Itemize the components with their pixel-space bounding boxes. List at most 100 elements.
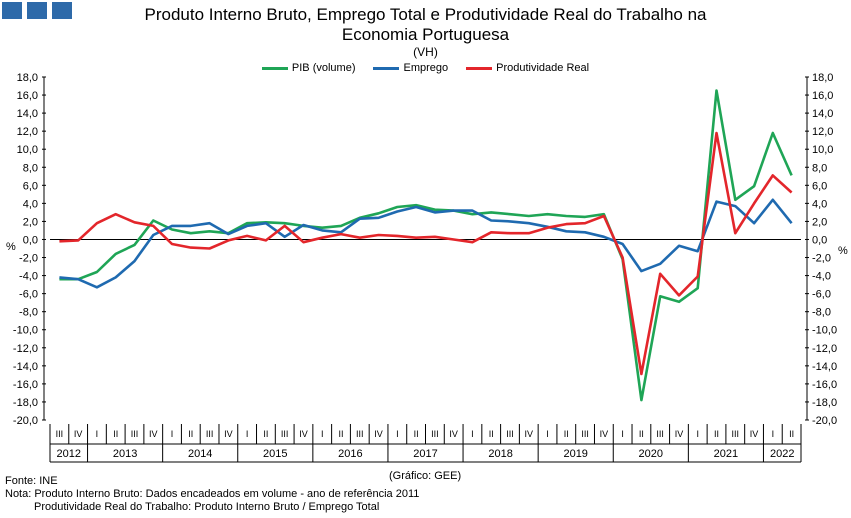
x-tick-label-quarter: I (396, 429, 399, 439)
x-tick-label-quarter: I (321, 429, 324, 439)
y-tick-label-right: -20,0 (812, 415, 837, 427)
x-tick-label-quarter: I (546, 429, 549, 439)
x-tick-label-quarter: IV (74, 429, 83, 439)
y-tick-label-left: -4,0 (19, 271, 38, 283)
y-tick-label-left: -14,0 (13, 361, 38, 373)
x-tick-label-year: 2014 (188, 448, 212, 460)
series-line-pib (59, 89, 793, 402)
x-tick-label-quarter: I (696, 429, 699, 439)
y-tick-label-left: -18,0 (13, 397, 38, 409)
y-tick-label-right: -18,0 (812, 397, 837, 409)
logo-block-1 (2, 2, 22, 19)
x-tick-label-quarter: I (772, 429, 775, 439)
y-tick-label-left: 16,0 (17, 90, 38, 102)
x-tick-label-quarter: II (339, 429, 344, 439)
y-tick-label-left: -10,0 (13, 325, 38, 337)
series-line-produtividade (59, 131, 793, 376)
x-tick-label-quarter: III (56, 429, 64, 439)
y-tick-label-right: 18,0 (812, 72, 833, 84)
y-tick-label-right: 12,0 (812, 126, 833, 138)
x-tick-label-year: 2020 (639, 448, 663, 460)
y-tick-label-right: -14,0 (812, 361, 837, 373)
x-tick-label-quarter: III (206, 429, 214, 439)
y-tick-label-right: 16,0 (812, 90, 833, 102)
y-tick-label-right: -2,0 (812, 253, 831, 265)
legend-label-produtividade: Produtividade Real (496, 62, 590, 74)
chart-subtitle: (VH) (413, 45, 438, 59)
y-tick-label-right: 0,0 (812, 234, 827, 246)
x-tick-label-quarter: II (564, 429, 569, 439)
note-line-2: Produtividade Real do Trabalho: Produto … (34, 501, 380, 513)
legend-swatch-emprego (373, 66, 400, 70)
y-tick-label-left: 18,0 (17, 72, 38, 84)
y-tick-label-right: -8,0 (812, 307, 831, 319)
x-tick-label-quarter: II (263, 429, 268, 439)
y-tick-label-left: 10,0 (17, 144, 38, 156)
y-tick-label-left: 4,0 (23, 198, 38, 210)
x-tick-label-quarter: I (246, 429, 249, 439)
logo-block-3 (52, 2, 72, 19)
y-tick-label-right: -10,0 (812, 325, 837, 337)
legend-label-pib: PIB (volume) (291, 62, 356, 74)
x-tick-label-quarter: IV (299, 429, 308, 439)
y-tick-label-right: -12,0 (812, 343, 837, 355)
x-tick-label-quarter: III (431, 429, 439, 439)
x-tick-label-quarter: II (414, 429, 419, 439)
y-axis-label-left: % (6, 241, 16, 253)
x-tick-label-quarter: IV (675, 429, 684, 439)
chart-legend: PIB (volume) Emprego Produtividade Real (0, 62, 851, 74)
x-tick-label-quarter: II (714, 429, 719, 439)
logo-block-2 (27, 2, 47, 19)
y-tick-label-right: 14,0 (812, 108, 833, 120)
y-tick-label-right: 10,0 (812, 144, 833, 156)
y-tick-label-right: -4,0 (812, 271, 831, 283)
y-tick-label-left: -2,0 (19, 253, 38, 265)
y-tick-label-right: 4,0 (812, 198, 827, 210)
x-tick-label-quarter: II (789, 429, 794, 439)
y-tick-label-left: 0,0 (23, 234, 38, 246)
x-tick-label-quarter: II (188, 429, 193, 439)
x-tick-label-quarter: IV (600, 429, 609, 439)
x-tick-label-quarter: IV (525, 429, 534, 439)
x-tick-label-year: 2019 (563, 448, 587, 460)
x-tick-label-year: 2018 (488, 448, 512, 460)
y-tick-label-left: 6,0 (23, 180, 38, 192)
x-tick-label-quarter: I (471, 429, 474, 439)
x-tick-label-quarter: III (732, 429, 740, 439)
y-tick-label-right: 8,0 (812, 162, 827, 174)
x-tick-label-quarter: II (489, 429, 494, 439)
x-tick-label-quarter: III (656, 429, 664, 439)
x-tick-label-quarter: I (621, 429, 624, 439)
chart-title-line2: Economia Portuguesa (341, 25, 510, 44)
x-tick-label-quarter: III (506, 429, 514, 439)
y-tick-label-left: 2,0 (23, 216, 38, 228)
x-tick-label-year: 2013 (113, 448, 137, 460)
y-tick-label-left: -8,0 (19, 307, 38, 319)
y-tick-label-left: -16,0 (13, 379, 38, 391)
legend-swatch-pib (261, 66, 288, 70)
y-tick-label-left: 12,0 (17, 126, 38, 138)
x-tick-label-year: 2017 (413, 448, 437, 460)
y-tick-label-left: -12,0 (13, 343, 38, 355)
y-tick-label-left: -20,0 (13, 415, 38, 427)
x-tick-label-year: 2015 (263, 448, 287, 460)
x-tick-label-quarter: IV (750, 429, 759, 439)
x-tick-label-quarter: I (171, 429, 174, 439)
y-tick-label-right: 2,0 (812, 216, 827, 228)
x-tick-label-year: 2022 (770, 448, 794, 460)
legend-swatch-produtividade (466, 66, 493, 70)
y-tick-label-left: 14,0 (17, 108, 38, 120)
y-tick-label-right: 6,0 (812, 180, 827, 192)
legend-item-produtividade: Produtividade Real (466, 62, 589, 74)
x-tick-label-quarter: III (581, 429, 589, 439)
y-tick-label-left: 8,0 (23, 162, 38, 174)
x-tick-label-year: 2012 (57, 448, 81, 460)
legend-item-emprego: Emprego (373, 62, 448, 74)
series-line-emprego (59, 198, 793, 289)
legend-item-pib: PIB (volume) (261, 62, 356, 74)
x-tick-label-quarter: III (131, 429, 139, 439)
x-tick-label-quarter: III (281, 429, 289, 439)
y-tick-label-left: -6,0 (19, 289, 38, 301)
x-tick-label-quarter: I (96, 429, 99, 439)
